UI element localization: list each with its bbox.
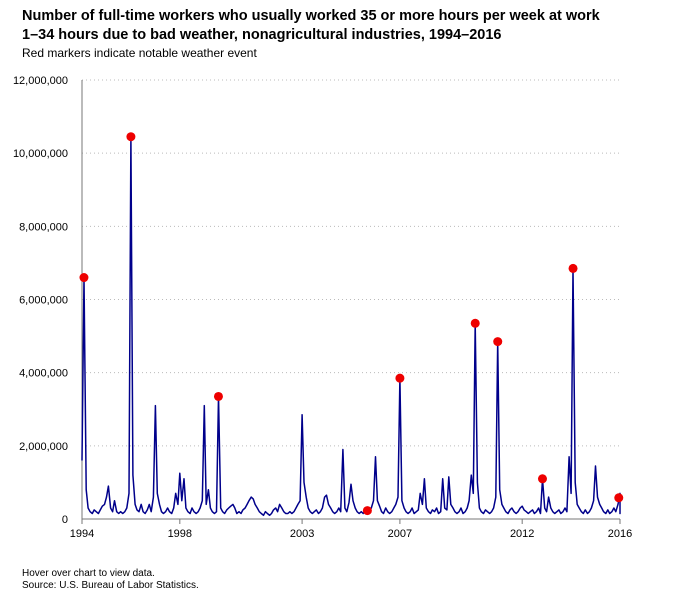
x-tick-label: 2016 [608,528,632,540]
weather-event-marker[interactable] [493,337,503,347]
x-axis-ticks: 1994 1998 2003 2007 2012 2016 [70,519,632,540]
y-tick-label: 12,000,000 [13,75,68,87]
weather-event-marker[interactable] [362,506,372,516]
x-tick-label: 2003 [290,528,314,540]
weather-event-markers[interactable] [79,132,624,516]
x-tick-label: 2007 [388,528,412,540]
x-tick-label: 2012 [510,528,534,540]
weather-event-marker[interactable] [568,263,578,273]
chart-subtitle: Red markers indicate notable weather eve… [22,46,257,60]
y-axis-ticks: 0 2,000,000 4,000,000 6,000,000 8,000,000 10,… [13,75,68,526]
weather-event-marker[interactable] [79,273,89,283]
chart-title-line-1: Number of full-time workers who usually … [22,8,600,24]
weather-event-marker[interactable] [470,318,480,328]
series-line[interactable] [81,135,621,517]
hover-hint: Hover over chart to view data. [22,568,155,579]
chart-title-line-2: 1–34 hours due to bad weather, nonagricu… [22,27,502,43]
y-tick-label: 10,000,000 [13,148,68,160]
weather-event-marker[interactable] [213,391,223,401]
weather-event-marker[interactable] [614,493,624,503]
x-tick-label: 1998 [168,528,192,540]
y-tick-label: 4,000,000 [19,368,68,380]
weather-event-marker[interactable] [395,373,405,383]
chart-title: Number of full-time workers who usually … [22,7,662,45]
y-tick-label: 6,000,000 [19,295,68,307]
x-tick-label: 1994 [70,528,94,540]
source-note: Source: U.S. Bureau of Labor Statistics. [22,580,199,591]
y-tick-label: 2,000,000 [19,441,68,453]
gridlines [82,79,620,447]
y-tick-label: 0 [62,514,68,526]
weather-event-marker[interactable] [537,474,547,484]
line-chart[interactable]: 0 2,000,000 4,000,000 6,000,000 8,000,000 10,… [0,0,680,560]
weather-event-marker[interactable] [126,132,136,142]
y-tick-label: 8,000,000 [19,221,68,233]
